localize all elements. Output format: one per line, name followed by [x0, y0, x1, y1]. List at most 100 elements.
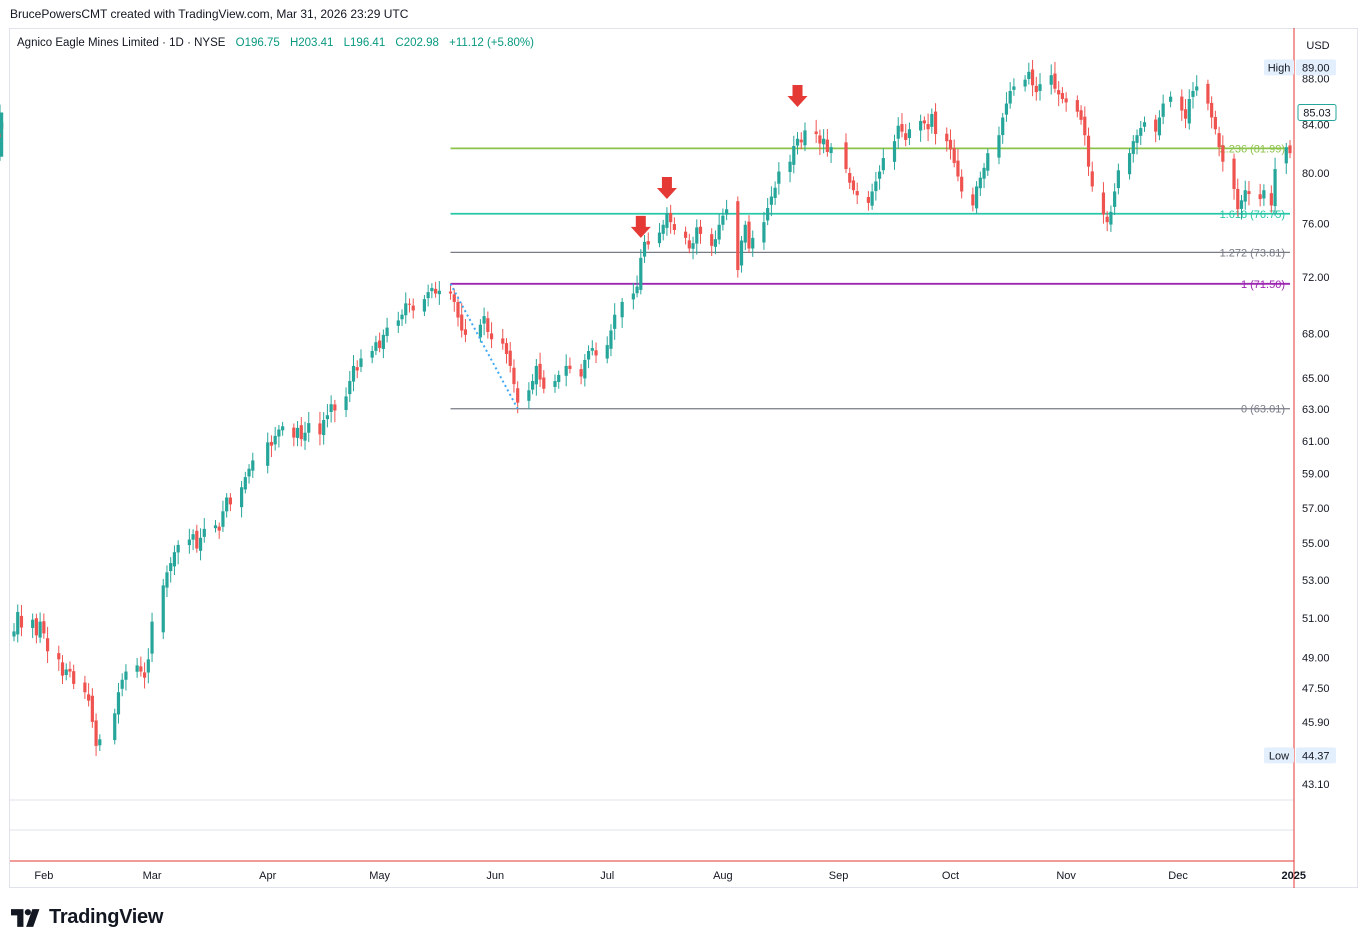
- candle-body: [1083, 116, 1087, 136]
- candle-body: [881, 158, 885, 171]
- candle-body: [38, 621, 42, 638]
- candle-body: [396, 320, 400, 326]
- candle-body: [1221, 145, 1225, 162]
- down-arrow-marker-1[interactable]: [630, 215, 651, 238]
- legend-exchange: NYSE: [194, 37, 226, 49]
- candle-body: [896, 125, 900, 139]
- candle-body: [307, 423, 311, 433]
- candle-body: [359, 358, 363, 367]
- candle-body: [501, 338, 505, 344]
- candle-body: [169, 563, 173, 572]
- candle-body: [795, 138, 800, 146]
- candle-body: [325, 415, 330, 420]
- last-price-label: 85.03: [1303, 107, 1331, 119]
- currency-label[interactable]: USD: [1306, 40, 1329, 52]
- high-badge-label: High: [1268, 62, 1291, 74]
- candle-body: [557, 374, 561, 382]
- last-price-badge[interactable]: [1297, 103, 1337, 121]
- candle-body: [19, 615, 24, 628]
- legend-open: O196.75: [236, 37, 280, 49]
- candle-body: [239, 487, 244, 508]
- candle-body: [191, 534, 195, 540]
- price-tick-label: 72.00: [1302, 272, 1330, 284]
- candle-body: [460, 314, 464, 331]
- candle-body: [329, 404, 333, 412]
- time-tick-label: Oct: [942, 870, 959, 882]
- candle-body: [1180, 96, 1184, 111]
- chart-legend[interactable]: Agnico Eagle Mines Limited · 1D · NYSE O…: [17, 37, 534, 49]
- fib-level-0-label: 0 (63.01): [1241, 404, 1285, 416]
- candle-body: [187, 539, 191, 546]
- candle-body: [952, 148, 956, 163]
- candle-body: [1157, 117, 1162, 136]
- candle-body: [404, 303, 408, 316]
- candle-body: [844, 142, 848, 170]
- candle-body: [1135, 135, 1139, 143]
- candle-body: [1001, 117, 1005, 136]
- candle-body: [247, 468, 251, 477]
- candle-body: [1101, 192, 1106, 215]
- candle-body: [639, 257, 643, 290]
- candle-body: [489, 333, 494, 340]
- candle-body: [747, 221, 751, 249]
- price-axis[interactable]: 89.0088.00 84.00 80.00 76.00 72.00 68.00 65.00…: [1264, 59, 1337, 791]
- candle-body: [42, 621, 46, 634]
- candle-body: [142, 672, 147, 678]
- candle-body: [1012, 86, 1016, 90]
- candle-body: [0, 129, 4, 142]
- candle-body: [0, 141, 4, 157]
- candle-body: [866, 196, 870, 203]
- price-tick-label: 63.00: [1302, 404, 1330, 416]
- time-tick-label: Jun: [486, 870, 504, 882]
- candle-body: [586, 351, 591, 360]
- time-tick-label: Dec: [1168, 870, 1188, 882]
- candle-body: [452, 294, 456, 302]
- candle-body: [1195, 86, 1199, 91]
- candle-body: [646, 241, 650, 245]
- time-tick-label: 2025: [1281, 870, 1305, 882]
- tradingview-brand[interactable]: TradingView: [11, 906, 163, 929]
- candle-body: [605, 345, 609, 359]
- candle-body: [531, 381, 535, 390]
- annotations-layer[interactable]: [449, 85, 808, 410]
- candle-body: [926, 124, 930, 130]
- candle-body: [609, 330, 613, 349]
- candle-body: [799, 139, 803, 143]
- credit-line: BrucePowersCMT created with TradingView.…: [10, 7, 409, 21]
- time-tick-label: Feb: [34, 870, 53, 882]
- candle-body: [590, 348, 594, 351]
- candle-body: [583, 359, 587, 379]
- time-tick-label: Apr: [259, 870, 276, 882]
- candle-body: [997, 135, 1001, 158]
- time-tick-label: May: [369, 870, 390, 882]
- low-badge-bg: [1264, 747, 1294, 764]
- candle-body: [87, 694, 91, 701]
- high-value-bg: [1296, 59, 1336, 76]
- candle-body: [825, 139, 829, 152]
- candle-body: [579, 369, 583, 377]
- candle-body: [16, 611, 20, 635]
- down-arrow-marker-3[interactable]: [787, 85, 808, 108]
- fib-extension-layer[interactable]: 0 (63.01) 1 (71.50) 1.272 (73.81) 1.618 (76…: [450, 143, 1290, 416]
- candle-body: [1034, 85, 1038, 93]
- candle-body: [139, 666, 143, 672]
- candle-body: [1262, 190, 1266, 199]
- candle-body: [691, 243, 695, 249]
- candle-body: [1053, 73, 1057, 89]
- candle-body: [960, 176, 964, 192]
- candle-body: [68, 668, 72, 672]
- candle-body: [370, 351, 374, 358]
- time-axis[interactable]: Feb Mar Apr May Jun Jul Aug Sep Oct Nov Dec 2025: [34, 870, 1306, 882]
- down-arrow-marker-2[interactable]: [656, 177, 677, 200]
- candle-body: [661, 224, 665, 234]
- candle-body: [1183, 109, 1188, 119]
- candle-body: [818, 135, 822, 144]
- candle-body: [1116, 170, 1120, 189]
- candle-body: [1206, 83, 1210, 104]
- price-tick-label: 61.00: [1302, 436, 1330, 448]
- candle-body: [855, 191, 859, 196]
- candle-body: [355, 367, 359, 371]
- trend-line-dotted[interactable]: [449, 283, 519, 410]
- candle-body: [1113, 191, 1117, 207]
